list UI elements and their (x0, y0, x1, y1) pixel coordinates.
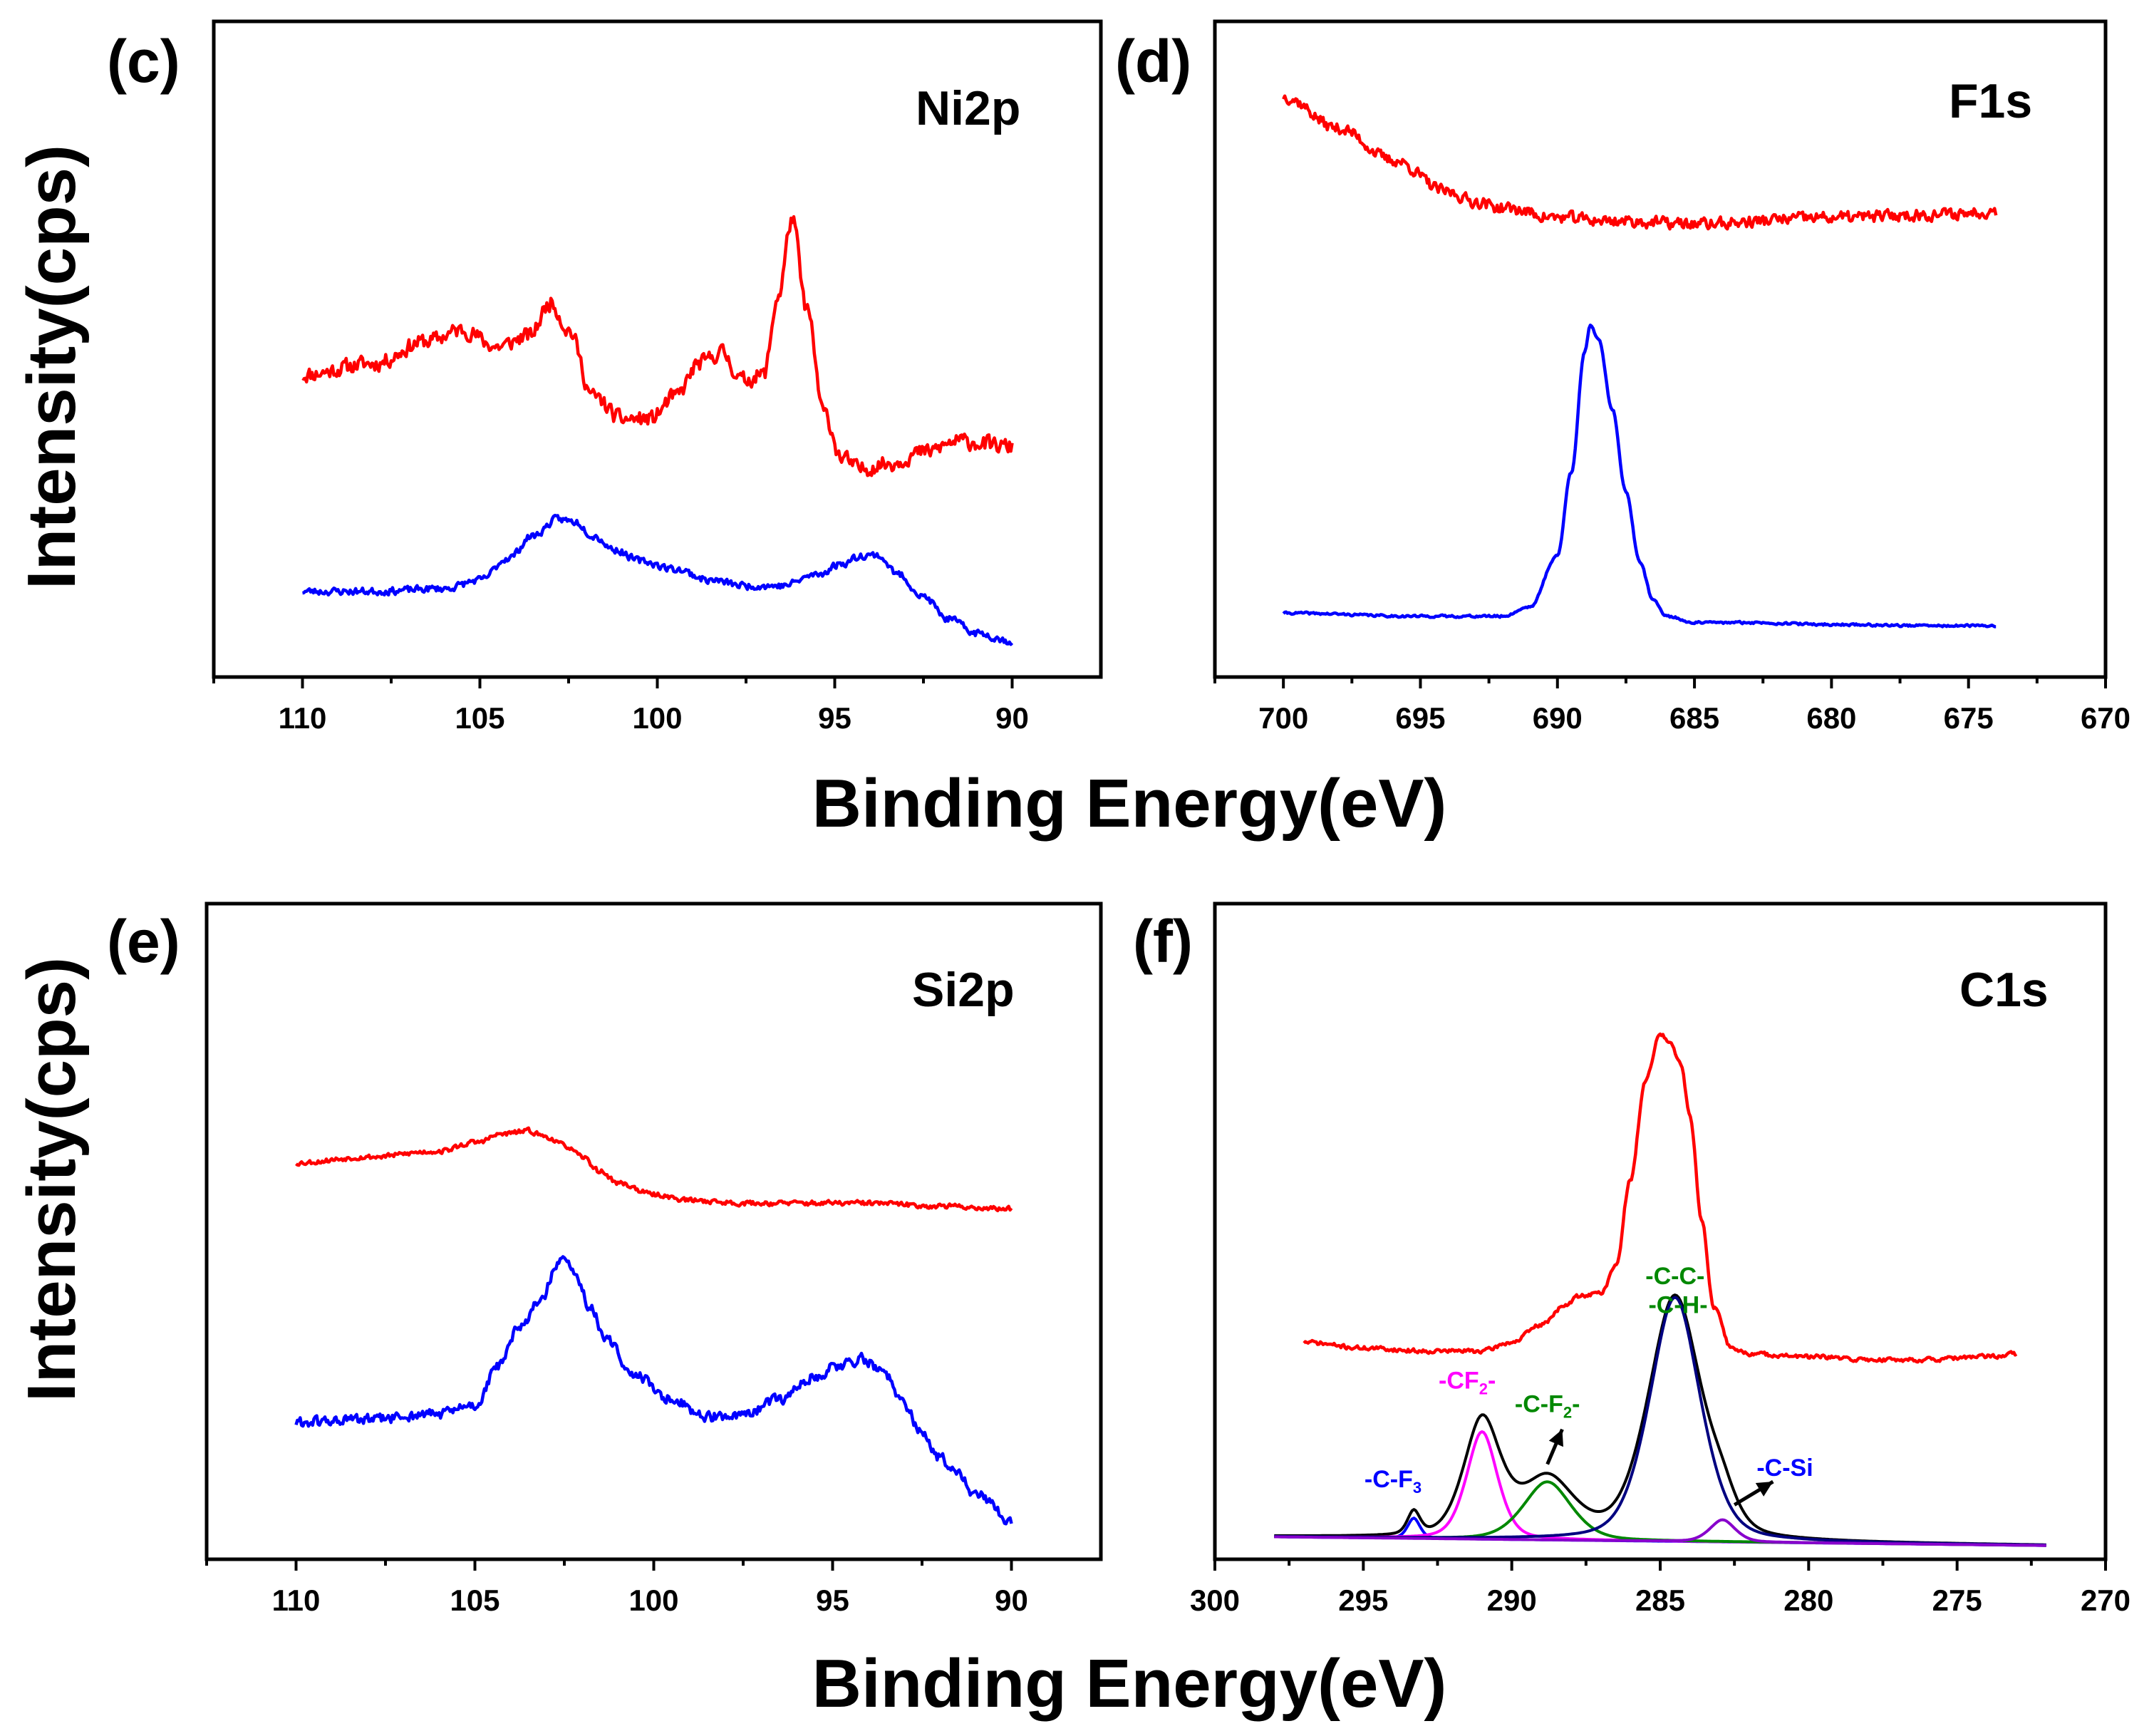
panel-c-tick-label-0: 110 (279, 701, 327, 735)
panel-c-series-red (301, 215, 1014, 477)
panel-d: (d) F1s 700 695 690 685 680 675 670 (1115, 19, 2130, 735)
arrow-c-f2 (1545, 1428, 1564, 1465)
panel-f-annotations: -C-F3 -CF2- -C-F2- -C-C--C-H- -C-Si (1365, 1263, 1813, 1507)
panel-e-title: Si2p (912, 963, 1015, 1017)
annot-cf2: -CF2- (1439, 1368, 1496, 1398)
panel-f-series-red (1303, 1032, 2018, 1364)
panel-d-tick-label-6: 670 (2081, 701, 2130, 735)
panel-f-tick-label-2: 290 (1487, 1583, 1537, 1617)
panel-f-tick-label-1: 295 (1338, 1583, 1388, 1617)
panel-f-letter: (f) (1133, 908, 1193, 975)
panel-e-series (294, 1126, 1013, 1526)
annot-cf3: -C-F3 (1365, 1466, 1422, 1497)
annot-ch: -C-H- (1648, 1292, 1707, 1319)
panel-d-tick-label-2: 690 (1533, 701, 1583, 735)
annot-cc: -C-C- (1645, 1263, 1704, 1290)
panel-f-tick-label-6: 270 (2081, 1583, 2130, 1617)
arrow-csi (1733, 1479, 1774, 1507)
panel-f-ticks: 300 295 290 285 280 275 270 (1190, 1559, 2130, 1617)
panel-f-title: C1s (1959, 963, 2049, 1017)
panel-c-tick-label-4: 90 (995, 701, 1029, 735)
panel-f-tick-label-4: 280 (1783, 1583, 1833, 1617)
x-axis-title-top: Binding Energy(eV) (812, 765, 1447, 842)
panel-f-tick-label-0: 300 (1190, 1583, 1240, 1617)
panel-d-series-red (1282, 94, 1998, 231)
panel-d-series (1282, 94, 1998, 629)
panel-d-frame (1213, 19, 2108, 679)
y-axis-title-top: Intensity(cps) (14, 145, 90, 589)
panel-f: (f) C1s 300 295 290 285 280 275 270 -C-F3 -CF2-… (1133, 901, 2130, 1617)
panel-d-letter: (d) (1115, 28, 1191, 95)
panel-e-tick-label-0: 110 (272, 1583, 321, 1617)
panel-f-series (1274, 1032, 2046, 1547)
panel-e: (e) Si2p 110 105 100 95 90 (107, 901, 1103, 1617)
panel-c-tick-label-1: 105 (455, 701, 504, 735)
panel-d-tick-label-0: 700 (1258, 701, 1308, 735)
panel-d-tick-label-5: 675 (1944, 701, 1994, 735)
panel-e-tick-label-2: 100 (628, 1583, 678, 1617)
panel-d-title: F1s (1949, 74, 2032, 128)
panel-c-tick-label-2: 100 (632, 701, 682, 735)
x-axis-title-bottom: Binding Energy(eV) (812, 1645, 1447, 1722)
panel-c-title: Ni2p (916, 81, 1020, 135)
annot-c-f2: -C-F2- (1515, 1390, 1580, 1421)
panel-e-ticks: 110 105 100 95 90 (205, 1559, 1028, 1617)
panel-f-series-c-si (1274, 1518, 2046, 1547)
panel-c-series (301, 215, 1014, 646)
panel-f-tick-label-3: 285 (1635, 1583, 1685, 1617)
panel-d-tick-label-1: 695 (1395, 701, 1445, 735)
panel-c-ticks: 110 105 100 95 90 (212, 677, 1029, 735)
panel-e-tick-label-4: 90 (995, 1583, 1028, 1617)
y-axis-title-bottom: Intensity(cps) (14, 957, 90, 1402)
panel-e-tick-label-1: 105 (450, 1583, 499, 1617)
panel-e-series-blue (294, 1255, 1013, 1526)
panel-f-tick-label-5: 275 (1932, 1583, 1982, 1617)
panel-e-tick-label-3: 95 (816, 1583, 849, 1617)
panel-c: (c) Ni2p 110 105 100 95 90 (107, 19, 1103, 735)
panel-e-letter: (e) (107, 908, 180, 975)
panel-d-tick-label-4: 680 (1806, 701, 1856, 735)
panel-d-series-blue (1282, 324, 1997, 629)
panel-c-tick-label-3: 95 (818, 701, 851, 735)
annot-csi: -C-Si (1756, 1455, 1813, 1482)
panel-c-series-blue (302, 513, 1014, 646)
panel-d-tick-label-3: 685 (1669, 701, 1719, 735)
panel-c-letter: (c) (107, 28, 180, 95)
panel-e-series-red (295, 1126, 1013, 1213)
panel-d-ticks: 700 695 690 685 680 675 670 (1213, 677, 2130, 735)
